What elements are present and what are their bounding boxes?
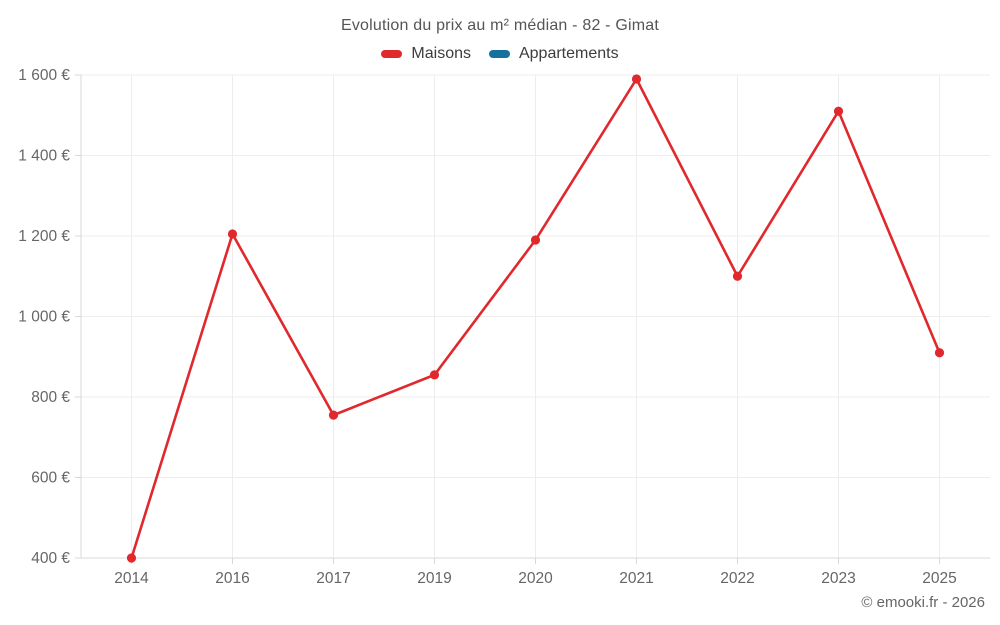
x-axis-label: 2021 [619,570,653,587]
maisons-point-2023[interactable] [833,106,844,116]
maisons-swatch-icon [381,50,403,58]
maisons-point-2025[interactable] [934,348,945,358]
maisons-point-2022[interactable] [732,271,743,281]
legend-label-appartements: Appartements [518,45,619,62]
x-axis-label: 2023 [821,570,855,587]
y-axis-label: 1 600 € [18,67,70,84]
x-axis-label: 2025 [922,570,956,587]
y-axis-label: 400 € [31,550,70,567]
y-axis-label: 1 200 € [18,228,70,245]
x-axis-label: 2017 [316,570,350,587]
appartements-swatch-icon [488,50,510,58]
y-axis-label: 800 € [31,389,70,406]
x-axis-label: 2014 [114,570,149,587]
legend-item-appartements[interactable]: Appartements [488,45,619,63]
maisons-point-2016[interactable] [227,229,238,239]
chart-title: Evolution du prix au m² médian - 82 - Gi… [340,17,660,34]
x-axis-label: 2016 [215,570,249,587]
legend-item-maisons[interactable]: Maisons [381,45,471,63]
x-axis-label: 2022 [720,570,754,587]
maisons-point-2017[interactable] [328,410,339,420]
maisons-point-2021[interactable] [631,74,642,84]
y-axis-label: 1 000 € [18,309,70,326]
maisons-point-2020[interactable] [530,235,541,245]
y-axis-label: 1 400 € [18,148,70,165]
x-axis-label: 2019 [417,570,451,587]
credit-text: © emooki.fr - 2026 [861,594,985,611]
chart-legend: Maisons Appartements [0,45,1000,63]
legend-label-maisons: Maisons [411,45,471,62]
maisons-point-2019[interactable] [429,370,440,380]
x-axis-label: 2020 [518,570,553,587]
y-axis-label: 600 € [31,470,70,487]
maisons-point-2014[interactable] [126,553,137,563]
